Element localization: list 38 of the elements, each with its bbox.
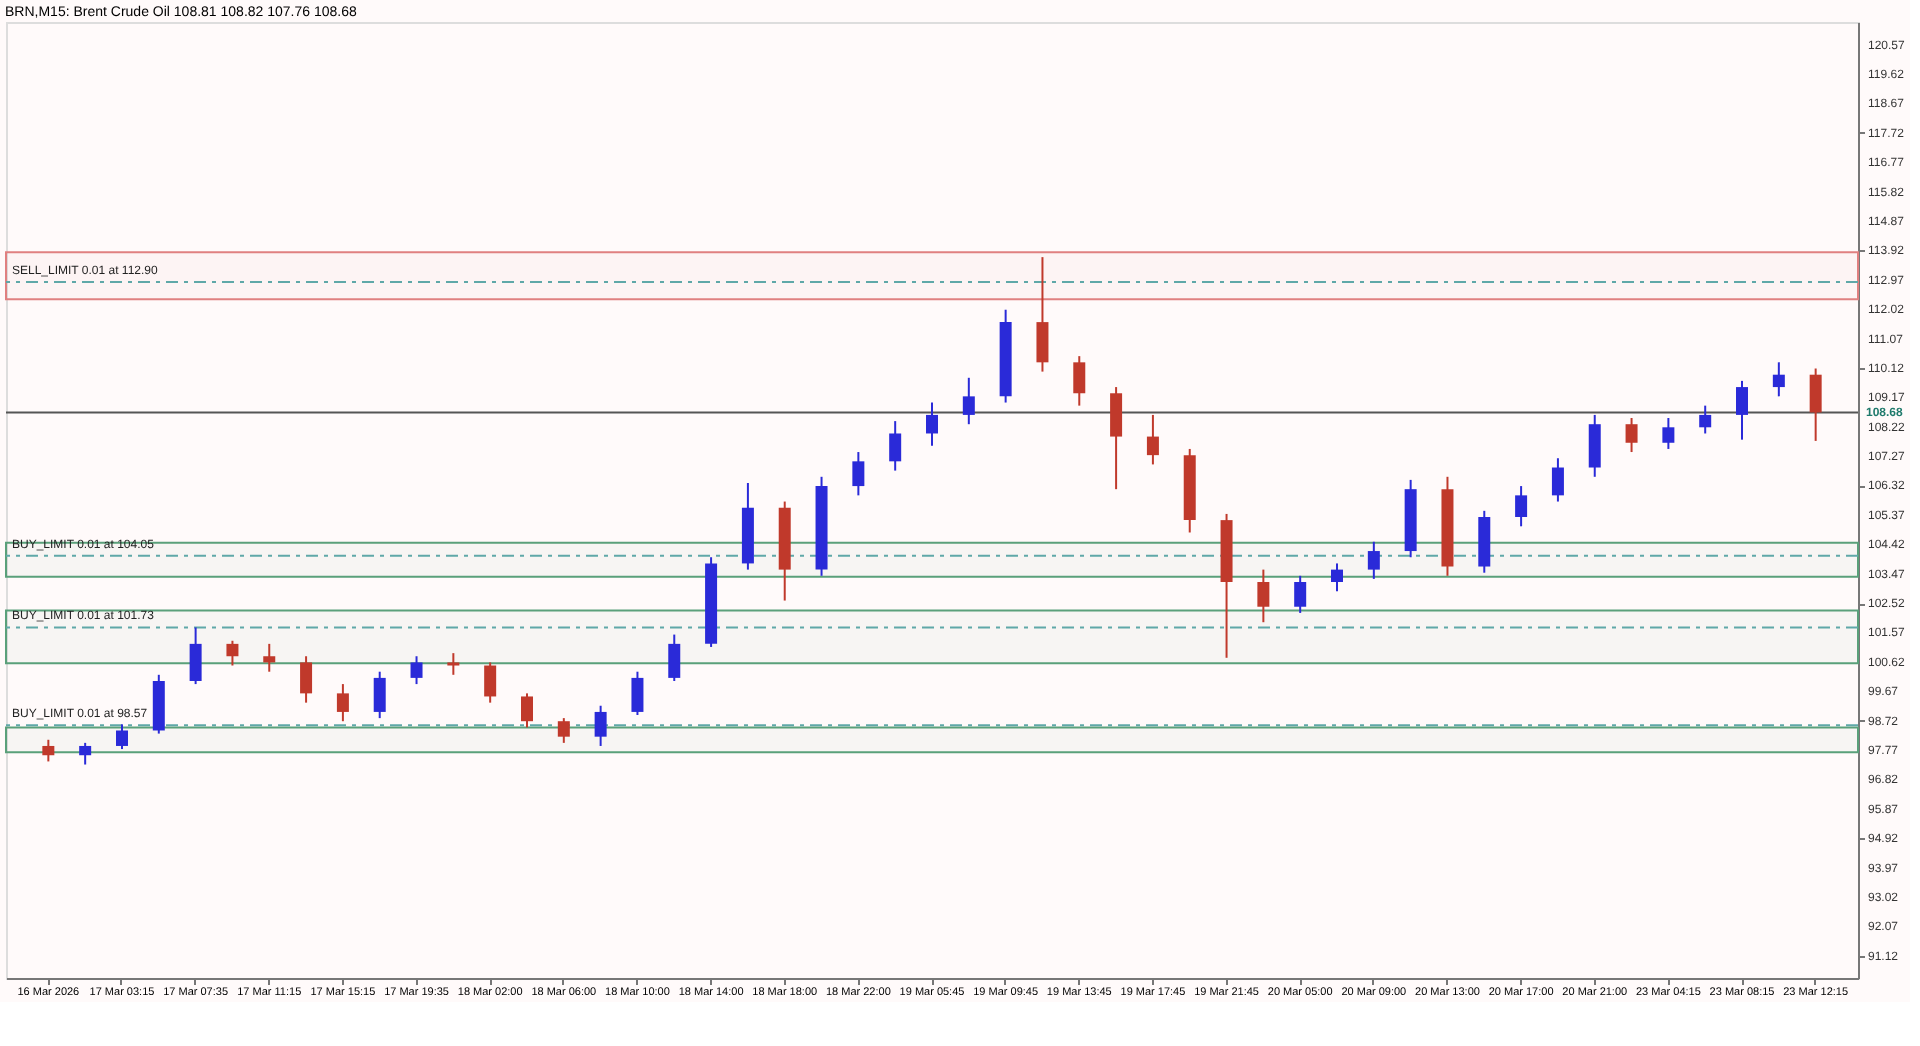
candlestick	[115, 723, 128, 751]
candlestick	[1772, 361, 1785, 398]
candlestick	[1699, 404, 1712, 435]
candlestick	[1515, 485, 1528, 528]
candlestick	[1625, 417, 1638, 454]
candlestick	[1146, 413, 1159, 466]
candlestick	[410, 655, 423, 686]
candlestick	[226, 639, 239, 667]
candlestick	[1294, 574, 1307, 614]
candlestick	[1809, 367, 1822, 442]
candlestick	[631, 670, 644, 717]
candlestick	[189, 626, 202, 686]
candlestick	[484, 661, 497, 704]
candlestick	[1662, 417, 1675, 450]
candlestick	[926, 401, 938, 447]
candlestick	[79, 741, 92, 766]
candlestick	[889, 420, 902, 472]
candlestick	[1036, 256, 1049, 373]
candlestick	[1110, 386, 1123, 491]
candlestick	[373, 670, 386, 720]
candlestick	[42, 738, 55, 763]
candlestick	[852, 451, 865, 497]
candlestick	[300, 655, 313, 704]
candlestick	[1551, 457, 1564, 503]
candlestick	[1257, 568, 1270, 624]
candlestick	[263, 642, 276, 673]
candlestick	[336, 683, 349, 723]
candlestick	[962, 376, 975, 426]
candlestick	[1736, 379, 1749, 441]
candlestick	[520, 692, 533, 729]
candlestick	[557, 717, 570, 744]
candlestick	[1073, 355, 1086, 407]
candlestick	[447, 652, 460, 676]
candlestick	[1331, 562, 1344, 593]
candlestick	[594, 704, 607, 747]
candlestick	[1367, 540, 1380, 580]
candlestick	[668, 633, 681, 682]
candlestick	[1588, 413, 1601, 478]
